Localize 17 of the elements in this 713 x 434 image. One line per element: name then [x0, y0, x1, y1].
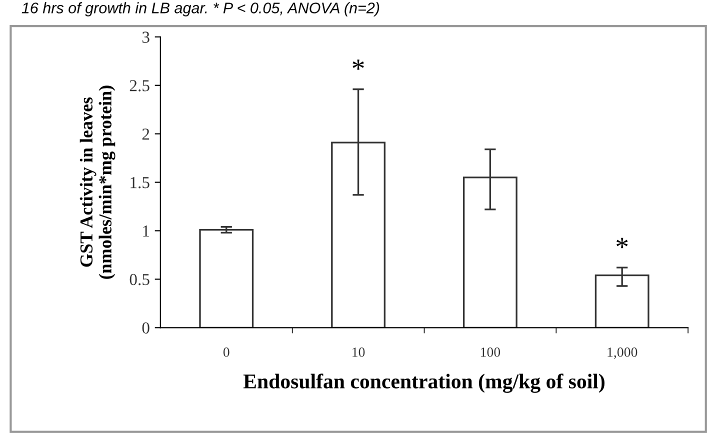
y-tick-label: 2	[142, 128, 150, 140]
y-tick-label: 3	[142, 32, 150, 43]
y-tick-label: 1.5	[130, 177, 150, 188]
y-tick-label: 0.5	[130, 274, 150, 286]
x-tick-label: 0	[223, 348, 230, 357]
text: 16 hrs of growth in LB agar. * P < 0.05, ANOVA (n=2)	[22, 2, 380, 16]
y-axis-title: GST Activity in leaves (nmoles/min*mg protein)	[80, 86, 116, 279]
x-tick-label: 100	[480, 348, 500, 357]
y-tick-label: 2.5	[130, 80, 150, 92]
x-tick-label: 10	[352, 348, 365, 357]
x-axis-title: Endosulfan concentration (mg/kg of soil)	[243, 374, 604, 393]
x-tick-label: 1,000	[608, 348, 638, 359]
y-tick-label: 0	[142, 322, 150, 334]
bar	[199, 228, 254, 328]
annotation: *	[352, 60, 364, 70]
annotation: *	[616, 238, 628, 248]
y-tick-label: 1	[143, 226, 150, 237]
